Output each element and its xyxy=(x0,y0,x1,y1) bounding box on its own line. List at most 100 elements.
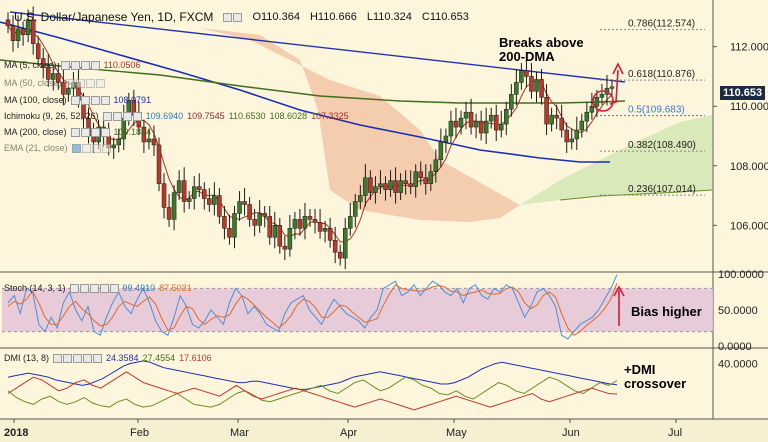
candle-body xyxy=(222,216,227,229)
annotation-breaks-line2: 200-DMA xyxy=(499,49,555,64)
breakout-arrow xyxy=(609,69,619,105)
candle-body xyxy=(609,86,615,89)
candle-body xyxy=(403,180,408,184)
dmi-minus-value: 17.6106 xyxy=(179,353,212,363)
candle-body xyxy=(161,183,167,208)
ema21-buttons[interactable] xyxy=(71,143,111,153)
candle-body xyxy=(217,195,222,217)
candle-body xyxy=(111,144,116,149)
price-tick-label-3: 112.000 xyxy=(730,42,768,54)
candle-body xyxy=(418,171,423,178)
candle-body xyxy=(337,251,343,259)
candle-body xyxy=(307,216,313,220)
candle-body xyxy=(473,120,479,128)
ichimoku-buttons[interactable] xyxy=(102,111,142,121)
ma100-value: 108.0791 xyxy=(113,95,152,105)
candle-body xyxy=(232,213,237,238)
stoch-k-value: 99.4910 xyxy=(122,283,156,293)
candle-body xyxy=(35,43,41,59)
low-value: L110.324 xyxy=(366,11,412,23)
ma100-buttons[interactable] xyxy=(70,95,110,105)
candle-body xyxy=(504,108,509,125)
ichimoku-v5: 107.3325 xyxy=(311,111,349,121)
ichimoku-cloud-bullish xyxy=(520,115,712,205)
legend-stoch[interactable]: Stoch (14, 3, 1) 99.4910 87.5031 xyxy=(4,283,192,293)
candle-body xyxy=(353,201,358,217)
candle-body xyxy=(20,28,26,36)
bias-arrowhead xyxy=(613,285,625,297)
legend-ma50[interactable]: MA (50, close) xyxy=(4,78,105,88)
candle-body xyxy=(468,111,474,128)
legend-dmi[interactable]: DMI (13, 8) 24.3584 27.4554 17.6106 xyxy=(4,353,212,363)
legend-ma200[interactable]: MA (200, close) 109.1844 xyxy=(4,127,151,137)
candle-body xyxy=(529,76,534,92)
open-value: O110.364 xyxy=(252,11,300,23)
candle-body xyxy=(51,73,56,80)
candle-body xyxy=(146,138,152,143)
candle-body xyxy=(56,73,61,83)
candle-body xyxy=(151,138,157,146)
time-tick-label-6: Jul xyxy=(668,427,682,439)
candle-body xyxy=(569,138,574,143)
ma5-buttons[interactable] xyxy=(60,60,100,70)
legend-ma100[interactable]: MA (100, close) 108.0791 xyxy=(4,95,151,105)
stoch-tick-label-2: 100.0000 xyxy=(718,269,764,281)
candle-body xyxy=(483,120,489,134)
candle-body xyxy=(478,120,484,134)
candle-body xyxy=(443,135,449,143)
candle-body xyxy=(398,180,403,193)
dmi-plus-value: 27.4554 xyxy=(142,353,176,363)
stoch-tick-label-0: 0.0000 xyxy=(718,341,752,353)
candle-body xyxy=(579,120,585,131)
ichimoku-v1: 109.6940 xyxy=(145,111,184,121)
dmi-buttons[interactable] xyxy=(53,353,103,363)
time-tick-label-4: May xyxy=(446,427,467,439)
candle-body xyxy=(433,159,439,172)
fib-label-1: 0.618(110.876) xyxy=(628,69,695,80)
dmi-minus-line xyxy=(7,371,618,411)
candle-body xyxy=(267,216,272,238)
ichimoku-label: Ichimoku (9, 26, 52, 26) xyxy=(4,111,99,121)
candle-body xyxy=(594,97,600,107)
candle-body xyxy=(166,207,172,220)
ma5-value: 110.0506 xyxy=(103,60,141,70)
legend-ichimoku[interactable]: Ichimoku (9, 26, 52, 26) 109.6940 109.75… xyxy=(4,111,349,121)
ma50-buttons[interactable] xyxy=(65,78,105,88)
candle-body xyxy=(197,186,202,190)
candle-body xyxy=(438,141,444,161)
candle-body xyxy=(524,70,529,77)
candle-body xyxy=(317,222,323,232)
candle-body xyxy=(176,180,182,193)
candle-body xyxy=(584,111,590,122)
candle-body xyxy=(302,216,308,229)
candle-body xyxy=(257,213,262,226)
candle-body xyxy=(519,70,524,83)
time-tick-label-3: Apr xyxy=(340,427,357,439)
candle-body xyxy=(10,25,16,41)
dmi-label: DMI (13, 8) xyxy=(4,353,50,363)
price-tick-label-2: 110.000 xyxy=(730,101,768,113)
candle-body xyxy=(297,219,303,229)
candle-body xyxy=(549,114,554,125)
ichimoku-v3: 110.6530 xyxy=(228,111,266,121)
candle-body xyxy=(312,219,318,223)
candle-body xyxy=(30,19,36,44)
ma100-label: MA (100, close) xyxy=(4,95,67,105)
fib-label-4: 0.236(107.014) xyxy=(628,184,696,195)
last-price-tag: 110.653 xyxy=(720,86,766,100)
stoch-buttons[interactable] xyxy=(69,283,119,293)
ma200-buttons[interactable] xyxy=(70,127,110,137)
header-buttons[interactable] xyxy=(223,12,243,22)
time-axis-background xyxy=(0,419,768,442)
legend-ma5[interactable]: MA (5, close) 110.0506 xyxy=(4,60,140,70)
candle-body xyxy=(287,228,293,250)
candle-body xyxy=(348,216,353,229)
time-tick-label-5: Jun xyxy=(562,427,580,439)
symbol-title: U.S. Dollar/Japanese Yen, 1D, FXCM xyxy=(14,10,214,24)
stoch-tick-label-1: 50.0000 xyxy=(718,305,758,317)
legend-ema21[interactable]: EMA (21, close) xyxy=(4,143,111,153)
candle-body xyxy=(262,213,267,217)
stoch-d-line xyxy=(7,282,618,336)
